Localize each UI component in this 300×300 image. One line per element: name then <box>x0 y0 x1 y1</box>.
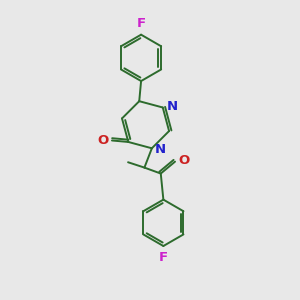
Text: F: F <box>136 17 146 30</box>
Text: F: F <box>159 251 168 264</box>
Text: O: O <box>178 154 189 167</box>
Text: N: N <box>155 143 166 156</box>
Text: O: O <box>97 134 108 147</box>
Text: N: N <box>167 100 178 113</box>
